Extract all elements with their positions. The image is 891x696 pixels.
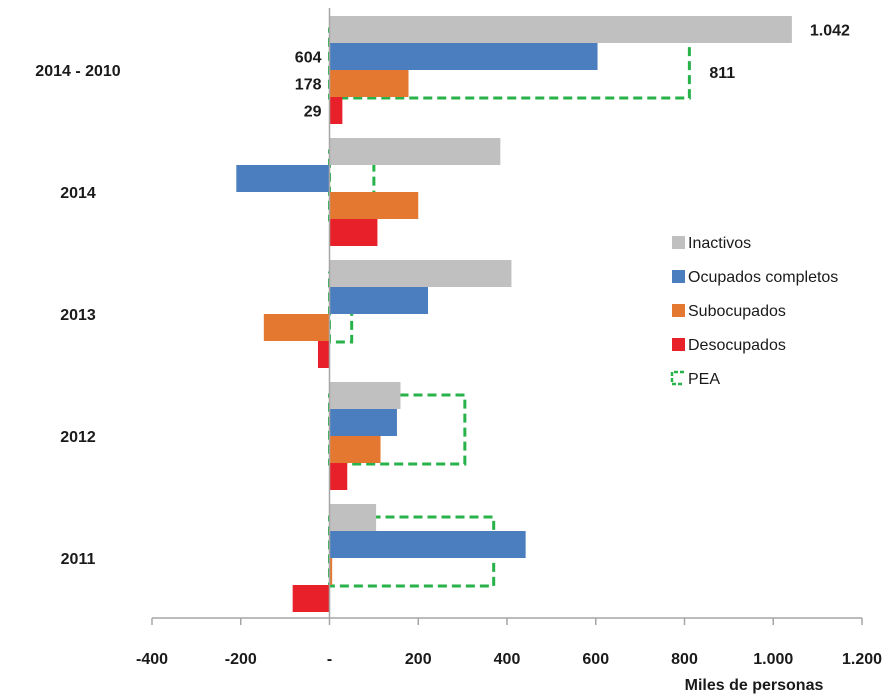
pea-box-2012 [328, 393, 467, 466]
x-tick-label: 1.200 [842, 651, 882, 668]
bar-inactivos-2013 [329, 260, 512, 287]
category-label-2012: 2012 [60, 429, 96, 446]
category-label-2014: 2014 [60, 185, 96, 202]
x-tick-label: -200 [225, 651, 257, 668]
x-tick-label: 1.000 [753, 651, 793, 668]
x-tick-label: 200 [405, 651, 432, 668]
legend-swatch-ocupados-completos [672, 270, 685, 283]
bar-desocupados-2011 [292, 585, 330, 612]
data-label-desocupados: 29 [304, 104, 322, 121]
legend-label-subocupados: Subocupados [688, 303, 786, 320]
legend-swatch-pea [670, 370, 684, 386]
data-label-subocupados: 178 [295, 77, 322, 94]
bar-inactivos-2014 [329, 138, 501, 165]
data-label-pea: 811 [709, 65, 735, 82]
bar-desocupados-2014-2010 [329, 97, 343, 124]
bar-inactivos-2012 [329, 382, 401, 409]
legend-label-pea: PEA [688, 371, 720, 388]
category-label-2013: 2013 [60, 307, 96, 324]
axes: -400 -200-200 400 600 800 1.000 1.200 [136, 8, 882, 668]
data-label-inactivos: 1.042 [810, 23, 850, 40]
legend-label-desocupados: Desocupados [688, 337, 786, 354]
x-tick-label: 600 [582, 651, 609, 668]
bar-desocupados-2012 [329, 463, 348, 490]
x-tick-label: -400 [136, 651, 168, 668]
bar-subocupados-2011 [329, 558, 333, 585]
bar-desocupados-2014 [329, 219, 378, 246]
pea-box-2014-2010 [328, 27, 691, 100]
bar-ocupados-completos-2014 [236, 165, 330, 192]
legend: Inactivos Ocupados completos Subocupados De… [670, 235, 838, 388]
bar-inactivos-2011 [329, 504, 377, 531]
legend-swatch-desocupados [672, 338, 685, 351]
legend-label-inactivos: Inactivos [688, 235, 751, 252]
bar-ocupados-completos-2014-2010 [329, 43, 598, 70]
bar-subocupados-2012 [329, 436, 381, 463]
x-axis-title: Miles de personas [685, 677, 824, 694]
legend-swatch-inactivos [672, 236, 685, 249]
x-tick-label: 400 [494, 651, 521, 668]
category-label-2011: 2011 [61, 551, 96, 568]
bar-subocupados-2014 [329, 192, 419, 219]
bar-desocupados-2013 [317, 341, 330, 368]
bar-ocupados-completos-2012 [329, 409, 397, 436]
x-tick-label: - [327, 651, 332, 668]
x-tick-label: 800 [671, 651, 698, 668]
bar-ocupados-completos-2011 [329, 531, 526, 558]
category-label-2014-2010: 2014 - 2010 [35, 63, 121, 80]
bar-subocupados-2013 [263, 314, 330, 341]
bars [236, 16, 792, 612]
bar-ocupados-completos-2013 [329, 287, 429, 314]
labels: 2014 - 2010 2014 2013 2012 2011 1.042 604 178 29… [35, 23, 850, 569]
legend-label-ocupados-completos: Ocupados completos [688, 269, 838, 286]
bar-inactivos-2014-2010 [329, 16, 792, 43]
legend-swatch-subocupados [672, 304, 685, 317]
data-label-ocupados-completos: 604 [295, 50, 322, 67]
bar-subocupados-2014-2010 [329, 70, 409, 97]
